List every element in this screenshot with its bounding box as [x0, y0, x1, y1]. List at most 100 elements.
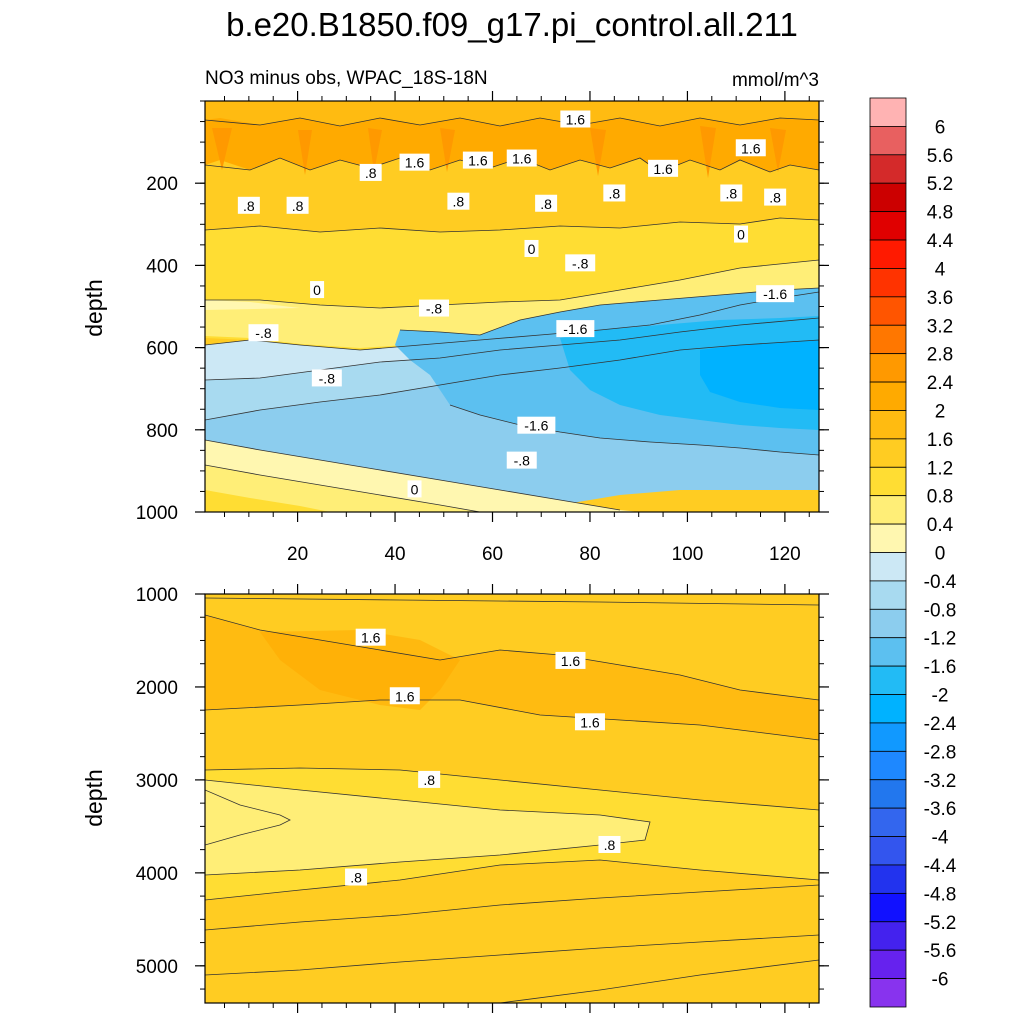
contour-label: .8 — [453, 194, 465, 210]
colorbar-label: -3.6 — [924, 799, 957, 820]
colorbar-swatch — [869, 182, 907, 213]
upper-xtick-label: 40 — [384, 544, 405, 565]
contour-label-bg — [535, 194, 558, 212]
upper-ytick-label: 600 — [146, 339, 178, 360]
colorbar-label: -5.2 — [924, 913, 957, 934]
colorbar-label: 2.8 — [927, 345, 953, 366]
contour-label: -.8 — [426, 301, 443, 317]
colorbar-swatch — [869, 864, 907, 894]
colorbar-label: -4.8 — [924, 884, 957, 905]
contour-label-bg — [506, 451, 537, 469]
contour-label-bg — [598, 835, 621, 853]
contour-label: 0 — [528, 241, 536, 257]
colorbar-label: 0.8 — [927, 487, 953, 508]
upper-xtick-label: 80 — [579, 544, 600, 565]
upper-ytick-label: 200 — [146, 174, 178, 195]
contour-label: 1.6 — [395, 688, 415, 704]
contour-label: 0 — [313, 282, 321, 298]
upper-xtick-label: 120 — [769, 544, 801, 565]
upper-ytick-label: 1000 — [136, 503, 178, 524]
contour-label-bg — [310, 281, 325, 299]
colorbar-label: 3.6 — [927, 288, 953, 309]
colorbar-swatch — [869, 381, 907, 411]
colorbar-label: -0.4 — [924, 572, 957, 593]
lower-ytick-label: 2000 — [136, 678, 178, 699]
contour-label: 1.6 — [566, 111, 586, 127]
contour-label: 1.6 — [561, 653, 581, 669]
contour-label-bg — [556, 320, 595, 338]
contour-label-bg — [447, 192, 470, 210]
upper-panel-contour-labels: 1.6 .8 1.6 1.6 1.6 1.6 1.6 .8 .8 .8 .8 .8 .8 .8 0 0 -.8 0… — [237, 110, 795, 498]
upper-ytick-label: 400 — [146, 256, 178, 277]
colorbar-swatch — [869, 466, 907, 497]
colorbar-label: 4.4 — [927, 231, 954, 252]
colorbar-label: 0 — [935, 544, 946, 565]
colorbar-label: -4 — [932, 828, 949, 849]
colorbar-label: -2.8 — [924, 742, 957, 763]
contour-label-bg — [311, 369, 342, 387]
colorbar-label: 1.6 — [927, 430, 953, 451]
contour-label: 1.6 — [580, 714, 600, 730]
lower-ytick-label: 4000 — [136, 864, 178, 885]
colorbar-label: -6 — [932, 970, 949, 991]
colorbar-label: 3.2 — [927, 316, 953, 337]
subtitle-left: NO3 minus obs, WPAC_18S-18N — [205, 68, 488, 89]
colorbar-label: -5.6 — [924, 941, 957, 962]
contour-label: -.8 — [319, 370, 336, 386]
colorbar-swatch — [869, 495, 907, 525]
colorbar-label: 4.8 — [927, 203, 953, 224]
colorbar-swatch — [869, 97, 907, 127]
contour-label: .8 — [350, 870, 362, 886]
contour-label-bg — [359, 163, 382, 181]
contour-label-bg — [524, 239, 539, 257]
upper-xtick-label: 100 — [672, 544, 704, 565]
colorbar-swatch — [869, 211, 907, 241]
colorbar-label: 1.2 — [927, 458, 953, 479]
colorbar-swatch — [869, 949, 907, 979]
contour-label: 1.6 — [361, 630, 381, 646]
contour-label: 1.6 — [653, 161, 673, 177]
colorbar-swatch — [869, 921, 907, 951]
figure-title: b.e20.B1850.f09_g17.pi_control.all.211 — [226, 6, 798, 43]
colorbar-swatch — [869, 268, 907, 298]
contour-label: .8 — [769, 190, 781, 206]
lower-ytick-label: 3000 — [136, 771, 178, 792]
lower-panel-frame — [204, 593, 820, 1004]
colorbar-swatch — [869, 296, 907, 326]
colorbar-swatch — [869, 892, 907, 923]
colorbar-swatch — [869, 438, 907, 468]
contour-label-bg — [399, 153, 430, 171]
contour-label: 0 — [737, 227, 745, 243]
contour-label-bg — [560, 110, 591, 128]
contour-label-bg — [648, 159, 679, 177]
upper-panel-axes: 200 400 600 800 1000 20 40 60 80 100 120 — [136, 91, 829, 565]
contour-label: .8 — [292, 198, 304, 214]
colorbar-label: 4 — [935, 259, 946, 280]
contour-label-bg — [720, 184, 743, 202]
lower-panel-fill — [205, 594, 819, 1003]
contour-label-bg — [355, 628, 386, 646]
colorbar-label: -1.2 — [924, 629, 957, 650]
contour-label-bg — [462, 151, 493, 169]
contour-label-bg — [345, 868, 368, 886]
upper-xtick-label: 60 — [482, 544, 503, 565]
contour-label-bg — [419, 299, 450, 317]
subtitle-right: mmol/m^3 — [732, 70, 819, 91]
contour-label-bg — [555, 651, 586, 669]
colorbar-swatch — [869, 324, 907, 355]
contour-label: 1.6 — [512, 151, 532, 167]
colorbar-swatch — [869, 523, 907, 553]
contour-label-bg — [603, 184, 626, 202]
contour-label: -1.6 — [524, 418, 548, 434]
colorbar-label: 5.6 — [927, 146, 953, 167]
contour-label: .8 — [365, 165, 377, 181]
contour-label: -.8 — [572, 255, 589, 271]
contour-label-bg — [735, 139, 766, 157]
lower-panel-axes: 1000 2000 3000 4000 5000 — [136, 584, 829, 1013]
colorbar-label: -4.4 — [924, 856, 957, 877]
upper-panel-fill — [205, 101, 819, 512]
contour-label: .8 — [243, 198, 255, 214]
contour-label-bg — [389, 687, 420, 705]
contour-label: 1.6 — [741, 140, 761, 156]
